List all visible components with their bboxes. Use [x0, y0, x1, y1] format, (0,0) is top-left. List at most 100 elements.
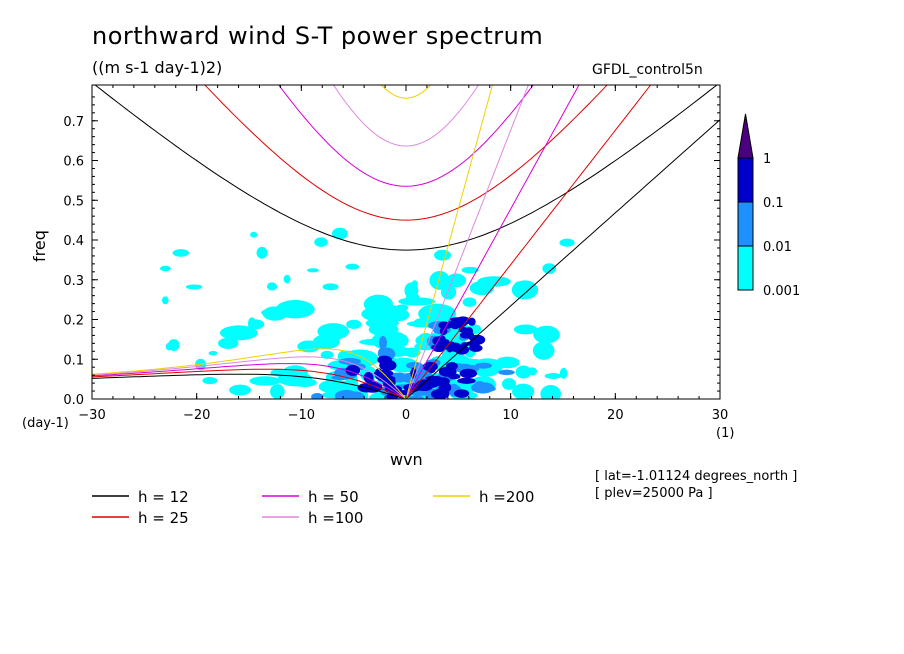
power-contour: [282, 365, 308, 380]
power-contour: [459, 367, 494, 375]
power-contour: [378, 335, 388, 350]
power-contour: [396, 389, 412, 395]
power-contour: [446, 363, 466, 370]
power-contour: [415, 379, 434, 392]
power-contour: [357, 383, 377, 393]
power-contour: [410, 377, 435, 385]
power-contour: [311, 392, 324, 399]
power-contour: [465, 340, 481, 347]
power-contour: [277, 371, 312, 387]
power-contour: [334, 389, 358, 399]
power-contour: [338, 357, 361, 365]
power-contour: [512, 383, 535, 399]
y-tick-label: 0.1: [63, 353, 84, 368]
x-tick-label: 10: [502, 408, 519, 423]
power-contour: [438, 382, 452, 393]
power-contour: [322, 283, 339, 291]
power-contour: [479, 358, 493, 375]
power-contour: [477, 276, 511, 287]
colorbar-label: 1: [763, 152, 771, 167]
power-contour: [511, 280, 539, 300]
power-contour: [261, 309, 275, 316]
power-contour: [334, 367, 353, 379]
power-contour: [248, 317, 256, 329]
power-contour: [559, 238, 575, 247]
colorbar-label: 0.01: [763, 240, 792, 255]
power-contour: [359, 366, 377, 382]
power-contour: [514, 281, 522, 290]
power-contour: [448, 383, 460, 397]
power-contour: [256, 246, 268, 259]
power-contour: [405, 361, 424, 370]
power-contour: [437, 385, 461, 392]
power-contour: [377, 375, 396, 383]
power-contour: [218, 337, 239, 349]
legend-label: h = 12: [138, 488, 189, 506]
power-contour: [409, 371, 433, 383]
power-contour: [394, 380, 424, 391]
power-contour: [461, 342, 469, 347]
power-contour: [540, 384, 561, 399]
power-contour: [447, 320, 458, 326]
y-tick-label: 0.6: [63, 155, 84, 170]
power-contour: [431, 319, 469, 334]
power-contour: [382, 308, 405, 322]
power-contour: [377, 347, 390, 360]
power-contour: [385, 390, 403, 399]
power-contour: [292, 378, 317, 387]
power-contour: [397, 391, 432, 399]
rossby-curve: [92, 356, 407, 399]
power-contour: [420, 315, 444, 329]
power-contour: [441, 346, 459, 365]
power-contour: [432, 336, 445, 346]
power-contour: [434, 389, 450, 397]
y-tick-label: 0.4: [63, 234, 84, 249]
power-contour: [474, 345, 482, 352]
power-contour: [447, 342, 463, 352]
power-contour: [418, 303, 457, 324]
power-contour: [398, 297, 436, 306]
power-contour: [468, 317, 476, 326]
power-contour: [468, 358, 483, 370]
power-contour: [333, 383, 368, 399]
power-contour: [392, 384, 413, 389]
power-contour: [459, 331, 473, 339]
power-contour: [440, 382, 452, 389]
power-contour: [468, 344, 483, 352]
power-contour: [366, 377, 376, 389]
kelvin-curve: [405, 85, 494, 399]
x-tick-label: 0: [402, 408, 410, 423]
power-contour: [423, 375, 436, 380]
power-contour: [406, 320, 447, 328]
kelvin-curve: [405, 85, 529, 399]
power-contour: [451, 319, 467, 328]
power-contour: [430, 344, 450, 351]
x-unit-label: (1): [716, 426, 735, 441]
power-contour: [435, 387, 446, 399]
legend-label: h =200: [479, 488, 534, 506]
power-contour: [438, 366, 457, 377]
power-contour: [544, 373, 562, 379]
power-contour: [425, 375, 443, 381]
power-contour: [458, 334, 469, 341]
power-contour: [462, 297, 477, 308]
power-contour: [429, 356, 448, 370]
power-contour: [432, 326, 451, 335]
chart-units: ((m s-1 day-1)2): [92, 58, 223, 77]
power-contour: [436, 372, 455, 382]
power-contour: [379, 347, 396, 361]
plot-frame: [91, 84, 721, 400]
power-contour: [411, 387, 437, 396]
power-contour: [426, 359, 441, 367]
power-contour: [513, 324, 538, 335]
power-contour: [377, 355, 392, 365]
power-contour: [331, 227, 348, 240]
power-contour: [368, 322, 399, 337]
power-contour: [414, 342, 438, 351]
power-contour: [337, 350, 350, 363]
power-contour: [409, 366, 432, 381]
y-tick-label: 0.0: [63, 393, 84, 408]
power-contour: [457, 377, 476, 384]
power-contour: [374, 368, 384, 380]
power-contour: [408, 369, 426, 379]
